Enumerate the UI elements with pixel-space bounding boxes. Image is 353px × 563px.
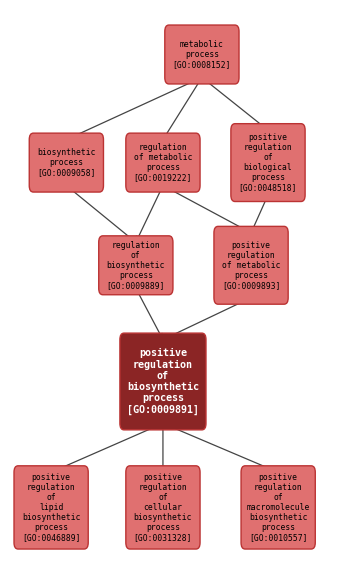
FancyBboxPatch shape [165,25,239,84]
Text: positive
regulation
of metabolic
process
[GO:0009893]: positive regulation of metabolic process… [222,241,280,290]
Text: biosynthetic
process
[GO:0009058]: biosynthetic process [GO:0009058] [37,148,96,177]
Text: regulation
of
biosynthetic
process
[GO:0009889]: regulation of biosynthetic process [GO:0… [107,241,165,290]
FancyBboxPatch shape [214,226,288,304]
Text: positive
regulation
of
biological
process
[GO:0048518]: positive regulation of biological proces… [239,133,297,192]
Text: positive
regulation
of
cellular
biosynthetic
process
[GO:0031328]: positive regulation of cellular biosynth… [134,473,192,542]
Text: positive
regulation
of
biosynthetic
process
[GO:0009891]: positive regulation of biosynthetic proc… [127,348,199,415]
Text: positive
regulation
of
macromolecule
biosynthetic
process
[GO:0010557]: positive regulation of macromolecule bio… [246,473,310,542]
Text: positive
regulation
of
lipid
biosynthetic
process
[GO:0046889]: positive regulation of lipid biosyntheti… [22,473,80,542]
FancyBboxPatch shape [29,133,103,192]
FancyBboxPatch shape [99,236,173,295]
Text: metabolic
process
[GO:0008152]: metabolic process [GO:0008152] [173,40,231,69]
Text: regulation
of metabolic
process
[GO:0019222]: regulation of metabolic process [GO:0019… [134,143,192,182]
FancyBboxPatch shape [14,466,88,549]
FancyBboxPatch shape [241,466,315,549]
FancyBboxPatch shape [120,333,206,430]
FancyBboxPatch shape [126,133,200,192]
FancyBboxPatch shape [126,466,200,549]
FancyBboxPatch shape [231,124,305,202]
